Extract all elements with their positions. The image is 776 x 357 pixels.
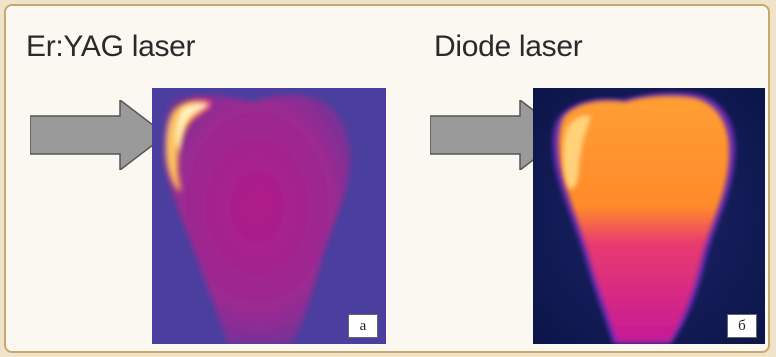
- panel-label: б: [727, 314, 757, 338]
- thermal-image-diode: б: [533, 88, 765, 344]
- panel-label: а: [348, 314, 378, 338]
- left-panel-title: Er:YAG laser: [26, 30, 196, 63]
- thermal-image-erYAG: а: [152, 88, 386, 344]
- arrow-icon: [29, 98, 170, 175]
- right-panel-title: Diode laser: [434, 30, 583, 63]
